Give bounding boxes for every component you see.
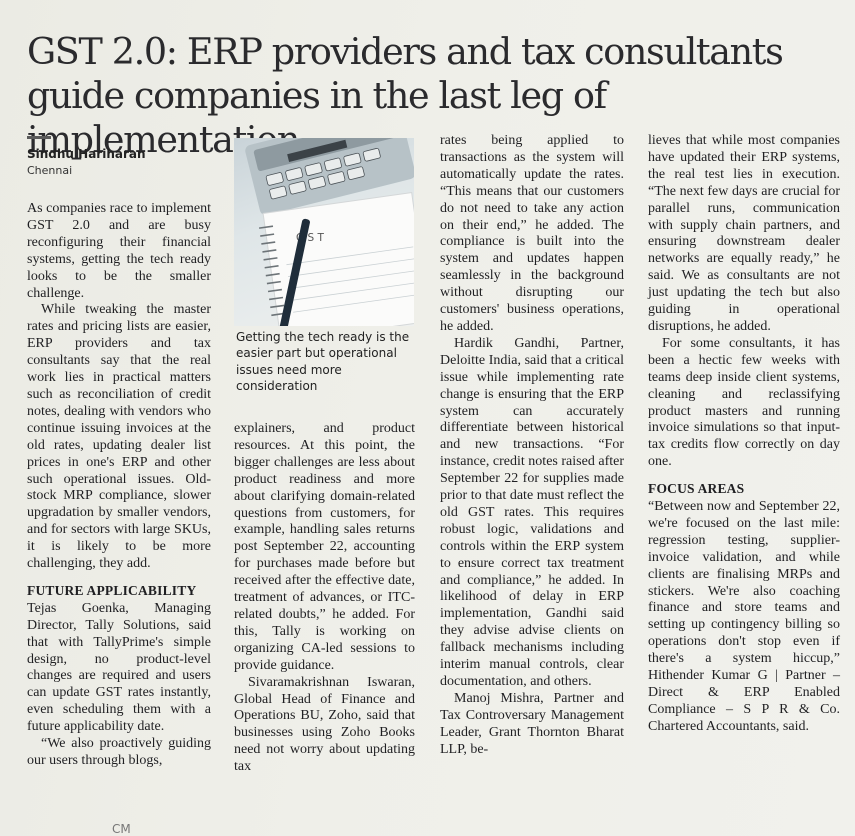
paragraph: explainers, and product resources. At th…: [234, 421, 415, 673]
article-photo: G S T: [234, 138, 414, 326]
paragraph: Hardik Gandhi, Partner, Deloitte India, …: [440, 335, 624, 689]
subheading-focus-areas: FOCUS AREAS: [648, 481, 745, 497]
paragraph: Tejas Goenka, Managing Director, Tally S…: [27, 600, 211, 735]
paragraph: While tweaking the master rates and pric…: [27, 302, 211, 572]
paragraph: lieves that while most companies have up…: [648, 133, 840, 334]
column-3: rates being applied to transactions as t…: [440, 133, 624, 759]
page-footer-mark: CM: [112, 822, 131, 836]
dateline: Chennai: [27, 164, 73, 177]
paragraph: As companies race to implement GST 2.0 a…: [27, 201, 211, 301]
byline-rule: [27, 136, 51, 139]
paragraph: rates being applied to transactions as t…: [440, 133, 624, 334]
calculator-paper-pen-illustration: G S T: [245, 138, 414, 326]
headline-line-1: GST 2.0: ERP providers and tax consultan…: [27, 30, 784, 73]
column-4: lieves that while most companies have up…: [648, 133, 840, 736]
column-2: explainers, and product resources. At th…: [234, 421, 415, 776]
paragraph: Manoj Mishra, Partner and Tax Controvers…: [440, 690, 624, 757]
column-1: As companies race to implement GST 2.0 a…: [27, 201, 211, 770]
author: Sindhu Hariharan: [27, 147, 146, 161]
paragraph: For some consultants, it has been a hect…: [648, 335, 840, 470]
paragraph: “We also proactively guiding our users t…: [27, 736, 211, 768]
photo-caption: Getting the tech ready is the easier par…: [236, 330, 410, 393]
paragraph: “Between now and September 22, we're foc…: [648, 499, 840, 734]
paragraph: Sivaramakrishnan Iswaran, Global Head of…: [234, 674, 415, 775]
subheading-future-applicability: FUTURE APPLICABILITY: [27, 582, 197, 598]
headline: GST 2.0: ERP providers and tax consultan…: [27, 30, 847, 162]
